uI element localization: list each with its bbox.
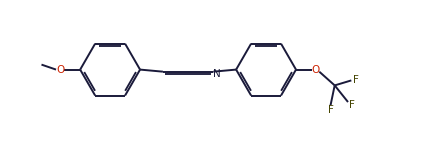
Text: O: O [56, 65, 64, 75]
Text: F: F [328, 105, 333, 114]
Text: F: F [353, 75, 359, 85]
Text: O: O [312, 65, 320, 75]
Text: F: F [349, 100, 355, 110]
Text: N: N [213, 69, 220, 79]
